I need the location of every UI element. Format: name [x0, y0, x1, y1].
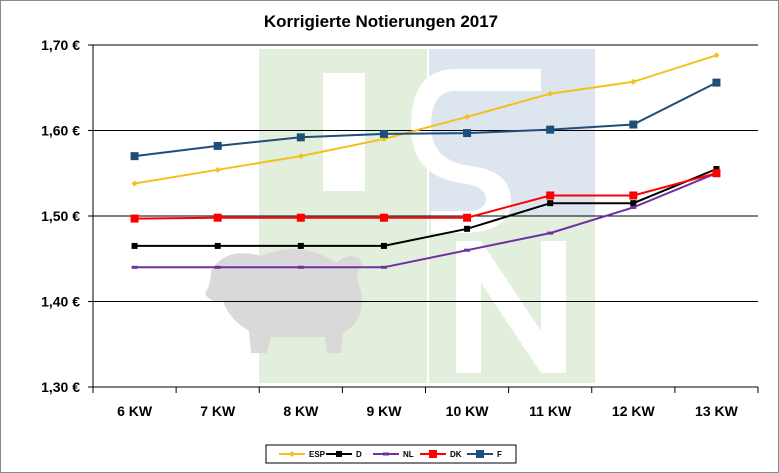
data-point — [546, 125, 555, 134]
data-point — [297, 265, 304, 269]
y-tick-label: 1,70 € — [41, 37, 80, 53]
data-point — [546, 191, 555, 200]
data-point — [131, 242, 138, 249]
legend: ESP D NL DK F — [265, 444, 517, 464]
data-point — [379, 129, 388, 138]
legend-marker-esp — [289, 451, 295, 457]
x-tick-label: 8 KW — [283, 403, 319, 419]
legend-marker-nl — [383, 452, 389, 456]
x-tick-label: 12 KW — [612, 403, 656, 419]
data-point — [131, 265, 138, 269]
data-point — [630, 205, 637, 209]
data-point — [131, 180, 138, 187]
x-tick-label: 6 KW — [117, 403, 153, 419]
y-tick-label: 1,30 € — [41, 379, 80, 395]
y-tick-label: 1,40 € — [41, 294, 80, 310]
data-point — [379, 213, 388, 222]
data-point — [713, 165, 720, 172]
data-point — [130, 214, 139, 223]
data-point — [380, 242, 387, 249]
data-point — [463, 129, 472, 138]
series-d — [131, 165, 720, 249]
legend-marker-f — [476, 450, 484, 458]
watermark-letter-i — [323, 73, 365, 191]
x-tick-label: 7 KW — [200, 403, 236, 419]
axes: 6 KW 7 KW 8 KW 9 KW 10 KW 11 KW 12 KW 13 KW — [92, 45, 759, 419]
data-point — [297, 153, 304, 160]
legend-label-d: D — [356, 450, 362, 459]
x-tick-label: 9 KW — [366, 403, 402, 419]
data-point — [547, 200, 554, 207]
data-point — [713, 52, 720, 59]
data-point — [296, 133, 305, 142]
watermark-letter-s — [411, 69, 541, 233]
series-line-f — [134, 81, 717, 158]
series-f — [130, 78, 721, 161]
series-dk — [130, 169, 721, 223]
data-point — [214, 242, 221, 249]
y-tick-label: 1,60 € — [41, 123, 80, 139]
data-point — [630, 78, 637, 85]
data-point — [464, 113, 471, 120]
x-tick-label: 10 KW — [446, 403, 490, 419]
x-tick-label: 13 KW — [695, 403, 739, 419]
series-line-esp — [134, 54, 717, 185]
y-tick-label: 1,50 € — [41, 208, 80, 224]
series-line-d — [134, 168, 717, 247]
data-point — [213, 141, 222, 150]
data-point — [464, 248, 471, 252]
chart-title: Korrigierte Notierungen 2017 — [264, 12, 498, 31]
data-point — [214, 166, 221, 173]
data-point — [464, 225, 471, 232]
data-point — [712, 78, 721, 87]
data-point — [296, 213, 305, 222]
legend-label-dk: DK — [450, 450, 462, 459]
data-point — [297, 242, 304, 249]
watermark-pig — [205, 248, 363, 353]
data-point — [629, 191, 638, 200]
data-point — [712, 169, 721, 178]
data-point — [213, 213, 222, 222]
watermark-letter-n — [456, 241, 566, 373]
legend-label-esp: ESP — [309, 450, 326, 459]
data-point — [214, 265, 221, 269]
data-point — [380, 265, 387, 269]
gridlines: 1,30 € 1,40 € 1,50 € 1,60 € 1,70 € — [41, 37, 758, 395]
data-point — [630, 200, 637, 207]
data-point — [463, 213, 472, 222]
data-point — [130, 152, 139, 161]
legend-label-nl: NL — [403, 450, 414, 459]
data-point — [629, 120, 638, 129]
legend-marker-d — [336, 451, 342, 457]
series-line-nl — [134, 172, 717, 269]
legend-marker-dk — [429, 450, 437, 458]
data-point — [547, 90, 554, 97]
x-tick-label: 11 KW — [529, 403, 572, 419]
legend-label-f: F — [497, 450, 502, 459]
data-point — [547, 231, 554, 235]
series-group — [130, 52, 721, 269]
series-line-dk — [134, 172, 717, 220]
